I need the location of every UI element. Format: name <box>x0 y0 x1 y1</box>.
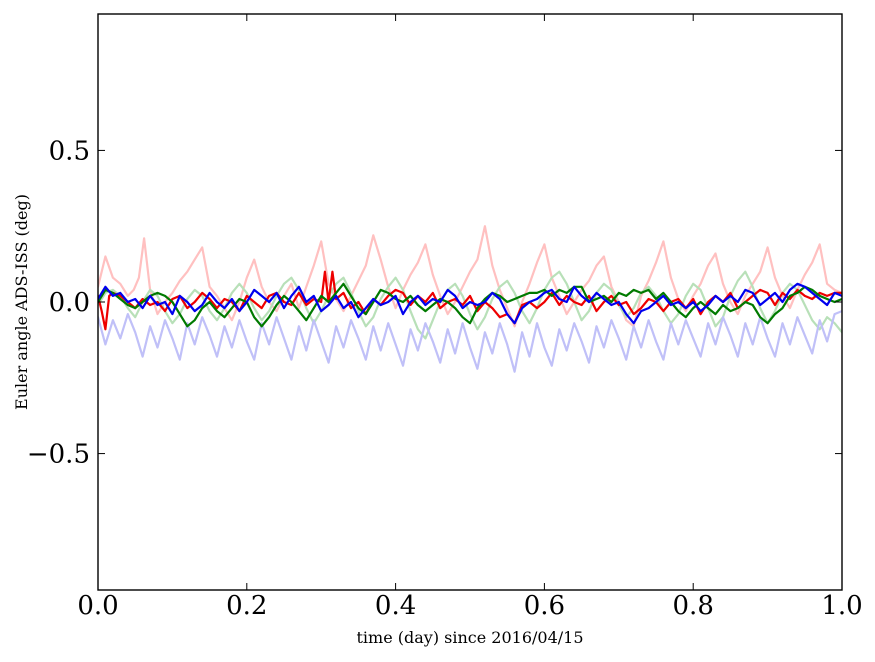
x-tick-label: 0.6 <box>524 591 565 621</box>
x-tick-label: 0.2 <box>226 591 267 621</box>
x-tick-label: 0.4 <box>375 591 416 621</box>
x-tick-label: 0.0 <box>77 591 118 621</box>
series-layer <box>98 225 842 373</box>
y-axis-label: Euler angle ADS-ISS (deg) <box>12 194 31 410</box>
series-line-3 <box>98 310 842 373</box>
tick-layer: 0.0 0.2 0.4 0.6 0.8 1.0 0.5 0.0 −0.5 <box>27 14 863 621</box>
y-tick-label: 0.0 <box>49 288 90 318</box>
series-line-2 <box>98 270 842 340</box>
x-tick-label: 0.8 <box>673 591 714 621</box>
y-tick-label: 0.5 <box>49 136 90 166</box>
series-line-1 <box>98 225 842 328</box>
series-line-5 <box>98 282 842 328</box>
x-tick-label: 1.0 <box>821 591 862 621</box>
x-axis-label: time (day) since 2016/04/15 <box>356 628 583 647</box>
y-tick-label: −0.5 <box>27 440 90 470</box>
series-line-6 <box>98 282 842 325</box>
